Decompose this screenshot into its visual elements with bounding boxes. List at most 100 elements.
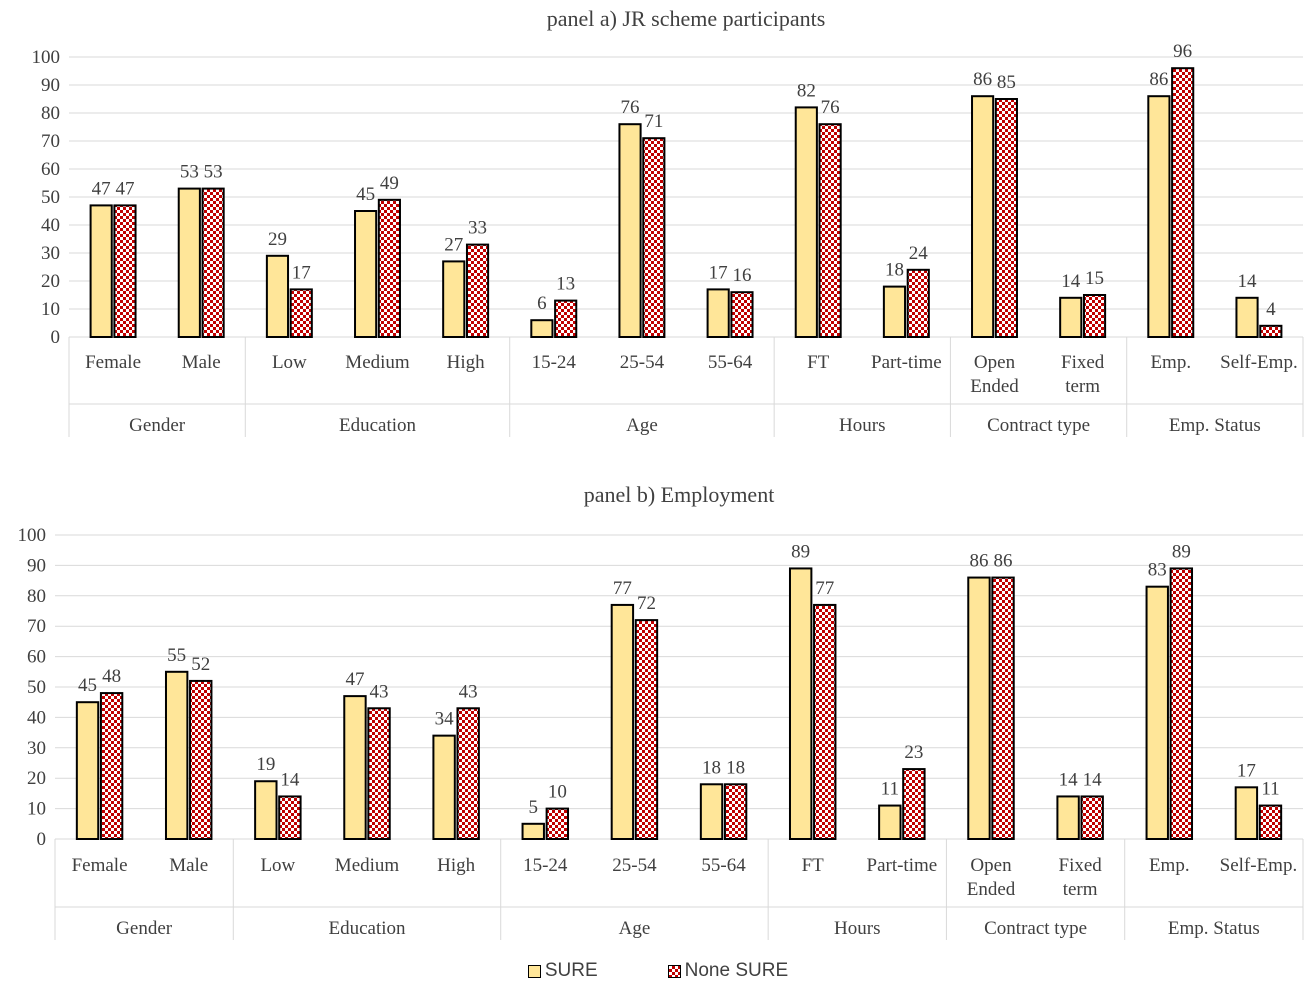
bar-sure xyxy=(706,288,730,338)
category-label: FT xyxy=(807,352,830,373)
category-label: Low xyxy=(260,855,295,876)
group-label: Gender xyxy=(116,918,173,939)
y-tick-label: 100 xyxy=(18,525,47,546)
bar-value-label: 83 xyxy=(1148,560,1167,581)
category-label: 15-24 xyxy=(523,855,568,876)
bar-value-label: 18 xyxy=(702,757,721,778)
category-label-line: Ended xyxy=(967,879,1016,900)
bar-sure xyxy=(530,319,554,339)
bar-none-sure xyxy=(113,204,137,338)
bar-value-label: 4 xyxy=(1266,299,1276,320)
group-label: Contract type xyxy=(987,415,1090,436)
bar-sure xyxy=(967,576,991,840)
y-tick-label: 60 xyxy=(41,159,60,180)
bar-none-sure xyxy=(723,783,748,841)
bar-none-sure xyxy=(554,299,578,339)
category-label: Fixed term xyxy=(1059,855,1103,900)
y-tick-label: 10 xyxy=(41,299,60,320)
bar-value-label: 24 xyxy=(909,243,929,264)
legend-swatch-sure xyxy=(527,964,541,978)
category-label: Self-Emp. xyxy=(1220,352,1298,373)
bar-value-label: 17 xyxy=(1237,760,1256,781)
bar-none-sure xyxy=(201,187,225,338)
chart-title: panel a) JR scheme participants xyxy=(547,6,826,31)
bar-value-label: 29 xyxy=(268,229,287,250)
category-label-line: Ended xyxy=(970,376,1019,397)
group-label: Contract type xyxy=(984,918,1087,939)
legend-item-none-sure: None SURE xyxy=(667,960,789,982)
bar-value-label: 6 xyxy=(537,293,547,314)
bar-none-sure xyxy=(991,576,1015,840)
group-label: Education xyxy=(339,415,417,436)
category-label: Low xyxy=(272,352,307,373)
y-tick-label: 100 xyxy=(32,47,61,68)
bar-value-label: 43 xyxy=(370,681,389,702)
bar-value-label: 33 xyxy=(468,218,487,239)
bar-value-label: 53 xyxy=(204,162,223,183)
bar-value-label: 86 xyxy=(1149,69,1168,90)
bar-none-sure xyxy=(634,619,659,840)
bar-sure xyxy=(265,254,290,338)
bar-none-sure xyxy=(289,288,313,338)
bar-value-label: 86 xyxy=(969,551,988,572)
bar-sure xyxy=(610,603,635,840)
bar-value-label: 82 xyxy=(797,80,816,101)
bar-value-label: 86 xyxy=(973,69,992,90)
bar-value-label: 14 xyxy=(1083,769,1103,790)
bar-sure xyxy=(794,106,818,339)
bar-value-label: 71 xyxy=(644,111,663,132)
bar-none-sure xyxy=(99,692,124,841)
bar-none-sure xyxy=(1258,804,1283,840)
bar-sure xyxy=(432,734,456,841)
bar-sure xyxy=(521,822,545,840)
bar-sure xyxy=(89,204,113,338)
group-label: Gender xyxy=(129,415,186,436)
bar-value-label: 55 xyxy=(167,645,186,666)
y-tick-label: 0 xyxy=(37,829,47,850)
bar-value-label: 47 xyxy=(92,178,111,199)
y-tick-label: 20 xyxy=(27,768,46,789)
bar-sure xyxy=(1234,786,1259,841)
bar-value-label: 76 xyxy=(621,97,640,118)
bar-value-label: 14 xyxy=(1238,271,1258,292)
category-label: Emp. xyxy=(1150,352,1191,373)
category-label: Female xyxy=(85,352,141,373)
bar-none-sure xyxy=(456,707,480,841)
bar-value-label: 5 xyxy=(529,797,539,818)
bar-value-label: 89 xyxy=(1172,541,1191,562)
bar-value-label: 27 xyxy=(444,234,463,255)
bar-sure xyxy=(75,701,100,841)
panel-a-chart: panel a) JR scheme participants 0 10 20 30 40… xyxy=(32,6,1304,437)
bar-value-label: 14 xyxy=(280,769,300,790)
bar-value-label: 86 xyxy=(994,551,1013,572)
group-label: Hours xyxy=(839,415,885,436)
legend-label-sure: SURE xyxy=(544,960,598,981)
chart-title: panel b) Employment xyxy=(584,482,775,507)
category-label-line: Fixed xyxy=(1059,855,1103,876)
category-label: Part-time xyxy=(867,855,938,876)
bar-value-label: 10 xyxy=(548,782,567,803)
y-tick-label: 0 xyxy=(51,327,61,348)
bar-sure xyxy=(1059,296,1083,338)
bar-sure xyxy=(1235,296,1259,338)
category-label: Part-time xyxy=(871,352,942,373)
bar-value-label: 11 xyxy=(1261,779,1279,800)
category-label: 15-24 xyxy=(532,352,577,373)
category-label: Self-Emp. xyxy=(1220,855,1298,876)
bar-sure xyxy=(354,210,378,338)
group-label: Education xyxy=(328,918,406,939)
bar-sure xyxy=(971,95,995,338)
legend-label-none-sure: None SURE xyxy=(684,960,789,981)
group-label: Emp. Status xyxy=(1168,918,1260,939)
group-label: Age xyxy=(626,415,658,436)
bar-value-label: 13 xyxy=(556,274,575,295)
bar-none-sure xyxy=(189,679,213,840)
bar-none-sure xyxy=(730,291,754,339)
bar-value-label: 34 xyxy=(435,709,455,730)
legend-item-sure: SURE xyxy=(527,960,598,982)
y-tick-label: 30 xyxy=(41,243,60,264)
bar-value-label: 76 xyxy=(821,97,840,118)
category-label: 25-54 xyxy=(620,352,665,373)
category-label-line: term xyxy=(1063,879,1098,900)
category-label-line: term xyxy=(1065,376,1100,397)
